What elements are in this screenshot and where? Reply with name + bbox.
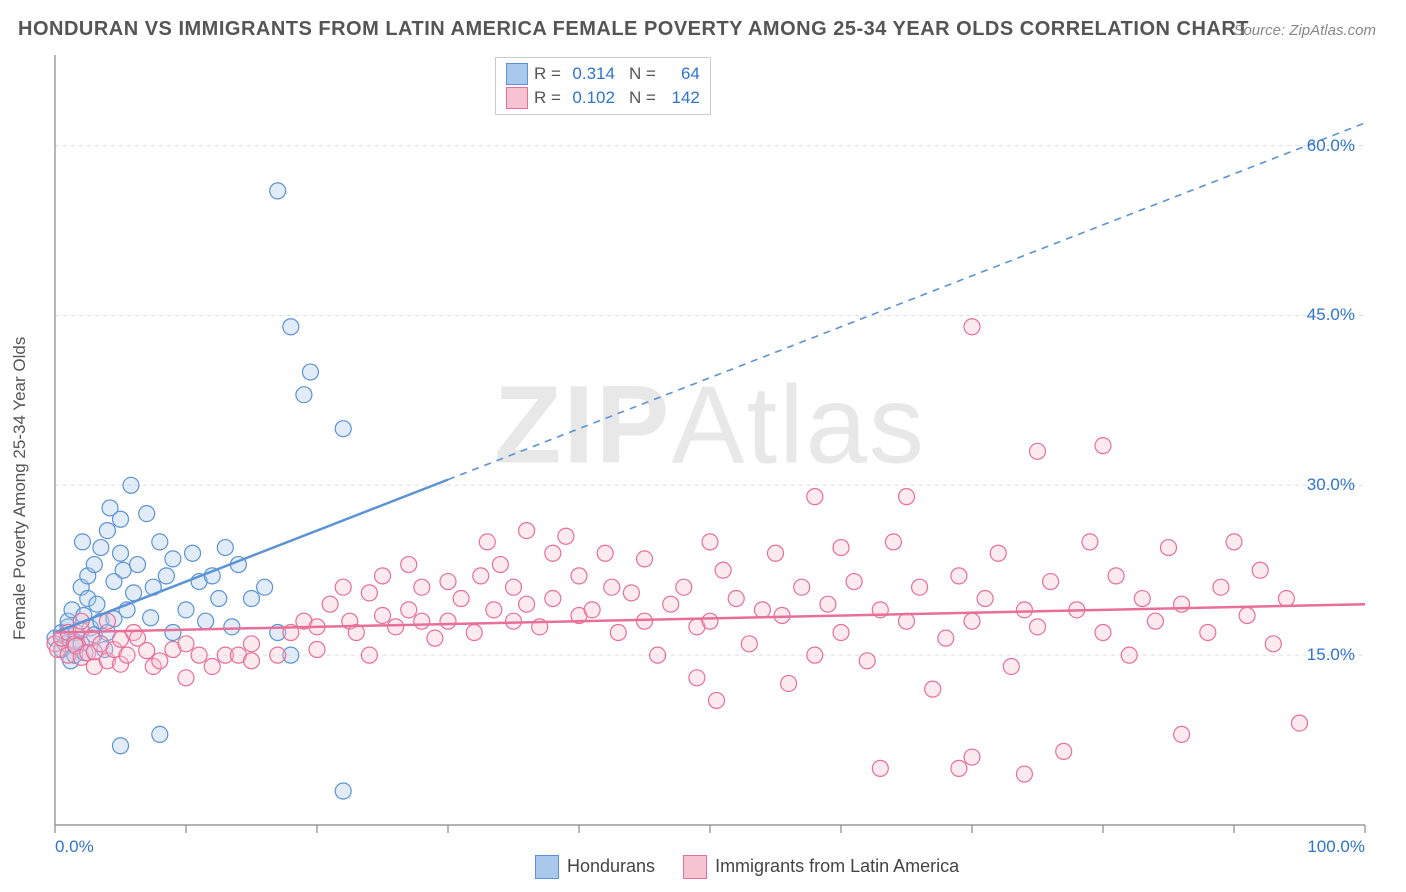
legend-row: R = 0.102 N = 142	[506, 86, 700, 110]
y-tick-label: 15.0%	[1295, 645, 1355, 665]
legend-swatch	[683, 855, 707, 879]
chart-plot-area: ZIPAtlas	[55, 55, 1365, 825]
legend-n-label: N =	[629, 88, 656, 108]
legend-series-label: Immigrants from Latin America	[715, 856, 959, 876]
legend-series-item: Immigrants from Latin America	[683, 855, 959, 879]
legend-swatch	[535, 855, 559, 879]
legend-r-value: 0.314	[567, 64, 615, 84]
legend-swatch	[506, 87, 528, 109]
legend-n-value: 142	[662, 88, 700, 108]
legend-r-label: R =	[534, 64, 561, 84]
legend-row: R = 0.314 N = 64	[506, 62, 700, 86]
legend-correlation-box: R = 0.314 N = 64 R = 0.102 N = 142	[495, 57, 711, 115]
y-tick-label: 30.0%	[1295, 475, 1355, 495]
y-axis-label: Female Poverty Among 25-34 Year Olds	[10, 337, 30, 640]
legend-r-value: 0.102	[567, 88, 615, 108]
legend-r-label: R =	[534, 88, 561, 108]
legend-series-item: Hondurans	[535, 855, 655, 879]
y-tick-label: 45.0%	[1295, 305, 1355, 325]
legend-swatch	[506, 63, 528, 85]
y-tick-label: 60.0%	[1295, 136, 1355, 156]
chart-title: HONDURAN VS IMMIGRANTS FROM LATIN AMERIC…	[18, 18, 1249, 41]
legend-series-label: Hondurans	[567, 856, 655, 876]
legend-n-value: 64	[662, 64, 700, 84]
legend-series: Hondurans Immigrants from Latin America	[535, 855, 959, 879]
x-tick-label: 100.0%	[1305, 837, 1365, 857]
legend-n-label: N =	[629, 64, 656, 84]
chart-svg	[55, 55, 1365, 825]
source-attribution: Source: ZipAtlas.com	[1233, 22, 1376, 39]
x-tick-label: 0.0%	[55, 837, 94, 857]
